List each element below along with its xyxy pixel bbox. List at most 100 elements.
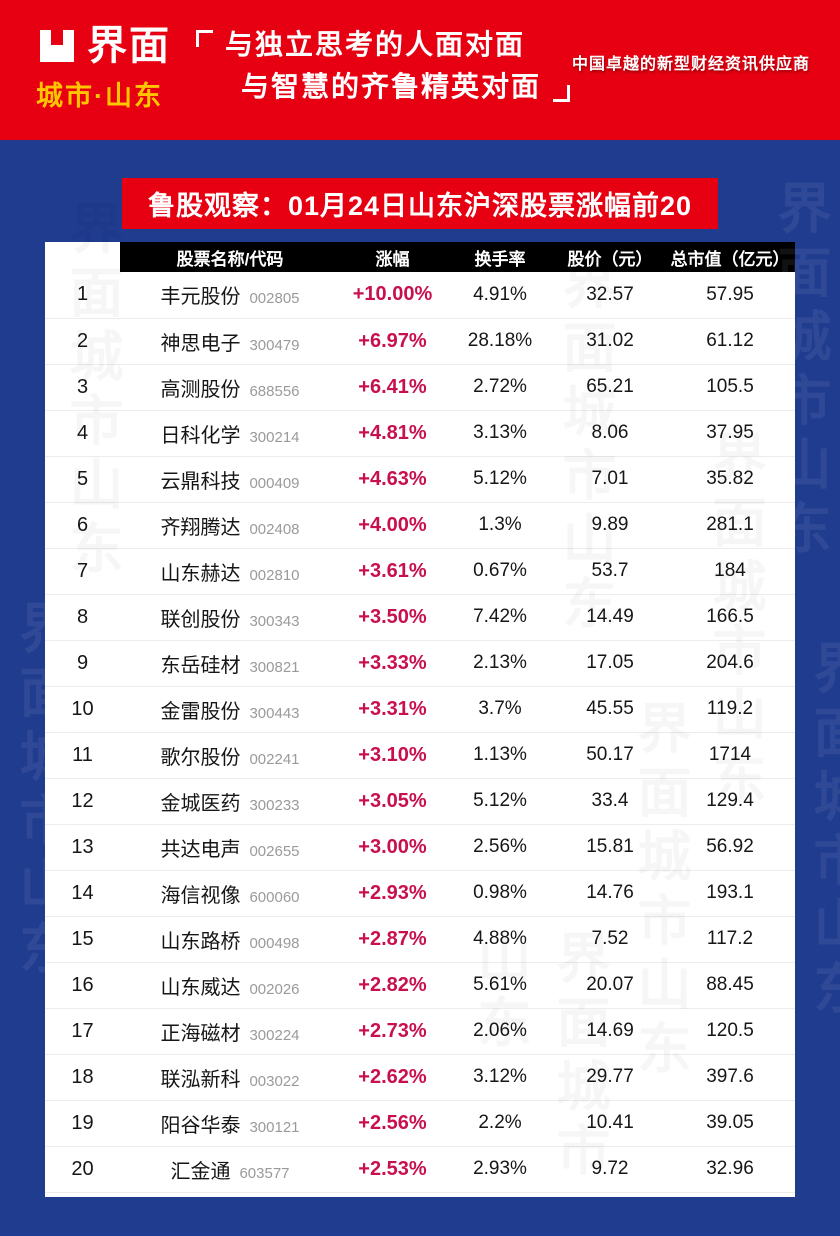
logo-sub-text: 城市·山东: [36, 81, 163, 111]
price-value: 65.21: [555, 364, 665, 411]
change-value: +3.61%: [340, 548, 445, 595]
table-row: 19 阳谷华泰 300121 +2.56% 2.2% 10.41 39.05: [45, 1100, 795, 1147]
stock-code: 300443: [249, 704, 300, 722]
change-value: +3.33%: [340, 640, 445, 687]
market-cap-value: 119.2: [665, 686, 795, 733]
price-value: 7.52: [555, 916, 665, 963]
price-value: 50.17: [555, 732, 665, 779]
market-cap-value: 193.1: [665, 870, 795, 917]
rank-value: 9: [45, 640, 120, 687]
stock-name: 丰元股份: [160, 286, 241, 309]
table-row: 14 海信视像 600060 +2.93% 0.98% 14.76 193.1: [45, 870, 795, 917]
table-row: 6 齐翔腾达 002408 +4.00% 1.3% 9.89 281.1: [45, 502, 795, 549]
change-value: +3.10%: [340, 732, 445, 779]
table-row: 13 共达电声 002655 +3.00% 2.56% 15.81 56.92: [45, 824, 795, 871]
price-value: 31.02: [555, 318, 665, 365]
stock-name: 山东威达: [160, 976, 241, 999]
stock-name: 共达电声: [160, 838, 241, 861]
turnover-value: 2.56%: [445, 824, 555, 871]
stock-name-code: 丰元股份 002805: [120, 272, 340, 319]
rank-value: 7: [45, 548, 120, 595]
market-cap-value: 184: [665, 548, 795, 595]
stock-code: 002241: [249, 750, 300, 768]
stock-name-code: 山东赫达 002810: [120, 548, 340, 595]
turnover-value: 0.98%: [445, 870, 555, 917]
market-cap-value: 56.92: [665, 824, 795, 871]
column-header-2: 换手率: [445, 242, 555, 272]
rank-value: 8: [45, 594, 120, 641]
turnover-value: 5.61%: [445, 962, 555, 1009]
turnover-value: 2.06%: [445, 1008, 555, 1055]
stock-name-code: 汇金通 603577: [120, 1146, 340, 1193]
stock-name: 高测股份: [160, 378, 241, 401]
turnover-value: 1.13%: [445, 732, 555, 779]
price-value: 32.57: [555, 272, 665, 319]
stock-code: 603577: [239, 1164, 290, 1182]
rank-value: 6: [45, 502, 120, 549]
column-header-rank: [45, 242, 120, 272]
stock-name-code: 东岳硅材 300821: [120, 640, 340, 687]
rank-value: 17: [45, 1008, 120, 1055]
stock-code: 003022: [249, 1072, 300, 1090]
change-value: +2.62%: [340, 1054, 445, 1101]
slogan: 与独立思考的人面对面 与智慧的齐鲁精英对面: [196, 24, 571, 108]
table-row: 20 汇金通 603577 +2.53% 2.93% 9.72 32.96: [45, 1146, 795, 1193]
price-value: 8.06: [555, 410, 665, 457]
rank-value: 14: [45, 870, 120, 917]
header-banner: 界面 城市·山东 与独立思考的人面对面 与智慧的齐鲁精英对面 中国卓越的新型财经…: [0, 0, 840, 140]
stock-table: 股票名称/代码 涨幅 换手率 股价（元） 总市值（亿元） 1 丰元股份 002805 +10.…: [45, 242, 795, 1193]
rank-value: 20: [45, 1146, 120, 1193]
stock-name-code: 阳谷华泰 300121: [120, 1100, 340, 1147]
table-row: 10 金雷股份 300443 +3.31% 3.7% 45.55 119.2: [45, 686, 795, 733]
stock-code: 002026: [249, 980, 300, 998]
price-value: 9.89: [555, 502, 665, 549]
tagline: 中国卓越的新型财经资讯供应商: [571, 56, 810, 73]
turnover-value: 7.42%: [445, 594, 555, 641]
change-value: +4.81%: [340, 410, 445, 457]
market-cap-value: 105.5: [665, 364, 795, 411]
turnover-value: 2.2%: [445, 1100, 555, 1147]
stock-name: 神思电子: [160, 332, 241, 355]
quote-bracket-close-icon: [553, 85, 571, 102]
slogan-line2: 与智慧的齐鲁精英对面: [241, 71, 542, 102]
market-cap-value: 166.5: [665, 594, 795, 641]
price-value: 17.05: [555, 640, 665, 687]
market-cap-value: 204.6: [665, 640, 795, 687]
stock-code: 300121: [249, 1118, 300, 1136]
jiemian-logo-icon: [36, 28, 78, 64]
stock-name-code: 日科化学 300214: [120, 410, 340, 457]
price-value: 14.76: [555, 870, 665, 917]
stock-name-code: 云鼎科技 000409: [120, 456, 340, 503]
turnover-value: 0.67%: [445, 548, 555, 595]
jiemian-logo: 界面 城市·山东: [36, 26, 171, 113]
stock-name: 云鼎科技: [160, 470, 241, 493]
change-value: +4.63%: [340, 456, 445, 503]
stock-name-code: 高测股份 688556: [120, 364, 340, 411]
stock-code: 300233: [249, 796, 300, 814]
turnover-value: 1.3%: [445, 502, 555, 549]
change-value: +6.41%: [340, 364, 445, 411]
watermark: 界面城市山东: [805, 640, 840, 1024]
stock-code: 002805: [249, 290, 300, 308]
stock-name: 东岳硅材: [160, 654, 241, 677]
table-row: 18 联泓新科 003022 +2.62% 3.12% 29.77 397.6: [45, 1054, 795, 1101]
slogan-line1: 与独立思考的人面对面: [225, 29, 526, 60]
change-value: +2.53%: [340, 1146, 445, 1193]
stock-name: 阳谷华泰: [160, 1114, 241, 1137]
stock-code: 000498: [249, 934, 300, 952]
table-row: 17 正海磁材 300224 +2.73% 2.06% 14.69 120.5: [45, 1008, 795, 1055]
table-row: 3 高测股份 688556 +6.41% 2.72% 65.21 105.5: [45, 364, 795, 411]
stock-name: 山东赫达: [160, 562, 241, 585]
column-header-4: 总市值（亿元）: [665, 242, 795, 272]
stock-name: 联创股份: [160, 608, 241, 631]
change-value: +2.93%: [340, 870, 445, 917]
change-value: +10.00%: [340, 272, 445, 319]
change-value: +3.00%: [340, 824, 445, 871]
price-value: 20.07: [555, 962, 665, 1009]
stock-name: 金雷股份: [160, 700, 241, 723]
turnover-value: 3.7%: [445, 686, 555, 733]
stock-name: 日科化学: [160, 424, 241, 447]
turnover-value: 2.13%: [445, 640, 555, 687]
table-row: 11 歌尔股份 002241 +3.10% 1.13% 50.17 1714: [45, 732, 795, 779]
